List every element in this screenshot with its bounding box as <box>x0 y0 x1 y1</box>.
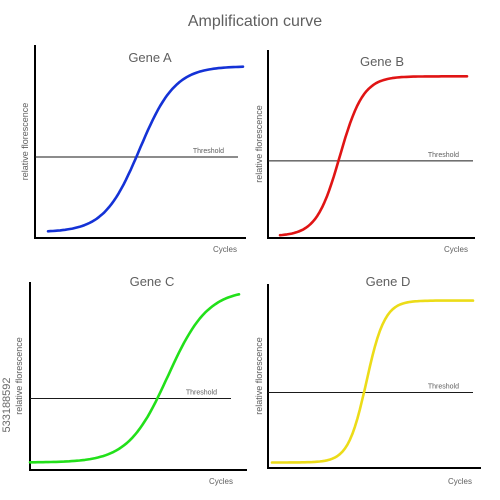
threshold-label: Threshold <box>186 390 217 397</box>
x-axis-label: Cycles <box>209 477 233 486</box>
chart-title: Gene B <box>360 54 404 69</box>
amplification-curve <box>28 292 241 464</box>
y-axis-label: relative florescence <box>254 337 264 415</box>
x-axis-label: Cycles <box>213 245 237 254</box>
chart-panel: Threshold Gene A Cycles relative florescenc… <box>20 45 246 254</box>
chart-title: Gene A <box>128 50 172 65</box>
threshold-label: Threshold <box>428 152 459 159</box>
threshold-label: Threshold <box>428 384 459 391</box>
y-axis-label: relative florescence <box>14 337 24 415</box>
x-axis-label: Cycles <box>448 477 472 486</box>
chart-panel: Threshold Gene B Cycles relative florescenc… <box>254 50 475 254</box>
threshold-label: Threshold <box>193 148 224 155</box>
amplification-curve <box>46 65 245 233</box>
chart-panel: Threshold Gene C Cycles relative florescenc… <box>14 274 247 486</box>
chart-panels: Threshold Gene A Cycles relative florescenc… <box>14 45 481 486</box>
y-axis-label: relative florescence <box>254 105 264 183</box>
chart-panel: Threshold Gene D Cycles relative florescenc… <box>254 274 481 486</box>
amplification-curve <box>278 75 469 237</box>
amplification-curve <box>270 299 475 464</box>
y-axis-label: relative florescence <box>20 103 30 181</box>
figure-title: Amplification curve <box>188 13 322 30</box>
watermark-id: 533188592 <box>1 377 13 432</box>
x-axis-label: Cycles <box>444 245 468 254</box>
chart-title: Gene C <box>130 274 175 289</box>
chart-title: Gene D <box>366 274 411 289</box>
